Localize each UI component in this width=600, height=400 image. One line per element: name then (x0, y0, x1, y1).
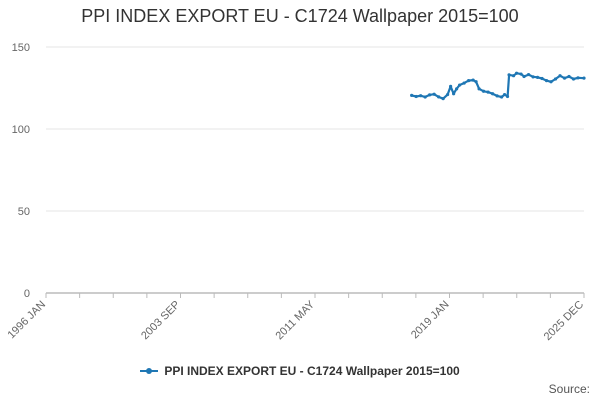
data-point (519, 72, 523, 76)
data-point (526, 72, 531, 77)
data-point (522, 74, 526, 79)
data-point (474, 80, 478, 84)
data-point (419, 94, 423, 98)
data-point (486, 90, 490, 94)
legend[interactable]: PPI INDEX EXPORT EU - C1724 Wallpaper 20… (0, 364, 600, 378)
chart-title: PPI INDEX EXPORT EU - C1724 Wallpaper 20… (81, 6, 519, 26)
data-point (553, 77, 558, 81)
data-point (576, 76, 580, 80)
data-point (505, 94, 510, 99)
y-tick-label: 100 (12, 124, 30, 136)
data-point (535, 75, 540, 79)
data-point (511, 74, 516, 78)
y-tick-label: 150 (12, 42, 30, 54)
data-point (549, 80, 553, 84)
data-point (571, 77, 576, 81)
data-point (531, 75, 535, 79)
data-point (471, 78, 475, 82)
x-tick-label: 2019 JAN (409, 299, 452, 342)
data-point (582, 76, 586, 80)
data-point (567, 74, 571, 79)
source-label: Source: (548, 382, 590, 396)
legend-series-marker (140, 368, 159, 374)
data-point (507, 73, 511, 77)
data-point (495, 94, 499, 98)
data-point (428, 93, 432, 97)
y-tick-label: 50 (18, 206, 30, 218)
data-point (477, 87, 481, 91)
y-tick-label: 0 (24, 288, 30, 300)
data-point (502, 92, 507, 97)
legend-series-label: PPI INDEX EXPORT EU - C1724 Wallpaper 20… (164, 364, 460, 378)
data-point (423, 95, 427, 99)
x-tick-label: 2011 MAY (273, 298, 317, 342)
data-point (481, 89, 486, 93)
data-point (446, 92, 450, 97)
data-point (462, 81, 466, 85)
x-tick-label: 1996 JAN (5, 299, 48, 342)
data-point (449, 84, 453, 88)
data-point (562, 76, 567, 80)
data-point (467, 79, 471, 83)
x-tick-label: 2003 SEP (139, 299, 183, 343)
data-point (452, 92, 456, 96)
data-point (410, 93, 414, 97)
data-point (441, 97, 445, 101)
data-point (458, 83, 462, 87)
data-point (544, 79, 549, 83)
data-point (558, 74, 562, 78)
data-point (414, 94, 418, 99)
data-point (499, 95, 504, 99)
x-tick-label: 2025 DEC (542, 299, 586, 343)
data-point (432, 92, 436, 96)
data-point (437, 95, 441, 99)
data-point (455, 87, 459, 91)
data-point (490, 92, 495, 96)
data-point (540, 76, 544, 81)
data-point (514, 71, 519, 75)
